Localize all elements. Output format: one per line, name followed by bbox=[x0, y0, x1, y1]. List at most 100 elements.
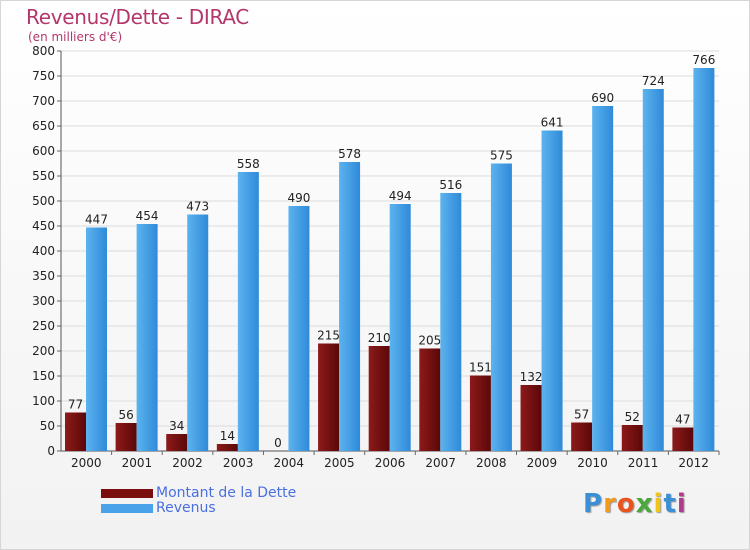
data-label: 215 bbox=[317, 329, 340, 343]
logo-letter: i bbox=[653, 489, 664, 519]
y-tick-label: 300 bbox=[32, 294, 55, 308]
data-label: 766 bbox=[692, 53, 715, 67]
legend-swatch-dette bbox=[101, 489, 153, 498]
data-label: 151 bbox=[469, 361, 492, 375]
data-label: 473 bbox=[186, 200, 209, 214]
data-label: 494 bbox=[389, 189, 412, 203]
bar-dette bbox=[520, 385, 542, 451]
bar-dette bbox=[318, 343, 340, 451]
legend-label-revenus: Revenus bbox=[156, 500, 216, 516]
y-tick-label: 650 bbox=[32, 119, 55, 133]
x-tick-label: 2003 bbox=[223, 456, 254, 470]
logo-letter: P bbox=[583, 489, 604, 519]
proxiti-logo: Proxiti bbox=[583, 489, 687, 519]
bar-revenus bbox=[288, 206, 310, 451]
y-tick-label: 450 bbox=[32, 219, 55, 233]
data-label: 57 bbox=[574, 408, 589, 422]
y-tick-label: 750 bbox=[32, 69, 55, 83]
bar-revenus bbox=[642, 89, 664, 451]
data-label: 205 bbox=[418, 334, 441, 348]
y-tick-label: 350 bbox=[32, 269, 55, 283]
x-tick-label: 2005 bbox=[324, 456, 355, 470]
chart-subtitle: (en milliers d'€) bbox=[28, 30, 123, 44]
bar-dette bbox=[216, 444, 238, 451]
data-label: 14 bbox=[220, 429, 235, 443]
x-tick-label: 2007 bbox=[425, 456, 456, 470]
data-label: 558 bbox=[237, 157, 260, 171]
data-label: 516 bbox=[439, 178, 462, 192]
y-tick-label: 250 bbox=[32, 319, 55, 333]
data-label: 47 bbox=[675, 413, 690, 427]
data-label: 132 bbox=[520, 370, 543, 384]
y-tick-label: 700 bbox=[32, 94, 55, 108]
legend-swatch-revenus bbox=[101, 504, 153, 513]
bar-revenus bbox=[440, 193, 462, 451]
data-label: 0 bbox=[274, 436, 282, 450]
data-label: 210 bbox=[368, 331, 391, 345]
bar-dette bbox=[65, 412, 86, 451]
bar-revenus bbox=[187, 214, 209, 451]
bar-revenus bbox=[693, 68, 715, 451]
bar-dette bbox=[419, 348, 441, 451]
x-tick-label: 2001 bbox=[122, 456, 153, 470]
bar-dette bbox=[115, 423, 137, 451]
logo-letter: o bbox=[616, 489, 636, 519]
chart-title: Revenus/Dette - DIRAC bbox=[26, 5, 249, 29]
logo-letter: t bbox=[663, 489, 677, 519]
x-tick-label: 2012 bbox=[678, 456, 709, 470]
bar-revenus bbox=[389, 204, 411, 451]
data-label: 34 bbox=[169, 419, 184, 433]
y-tick-label: 600 bbox=[32, 144, 55, 158]
data-label: 56 bbox=[118, 408, 133, 422]
bar-revenus bbox=[136, 224, 158, 451]
bar-dette bbox=[672, 427, 694, 451]
data-label: 52 bbox=[625, 410, 640, 424]
y-tick-label: 400 bbox=[32, 244, 55, 258]
logo-letter: x bbox=[635, 489, 654, 519]
y-tick-label: 550 bbox=[32, 169, 55, 183]
data-label: 454 bbox=[136, 209, 159, 223]
bar-revenus bbox=[86, 227, 107, 451]
data-label: 490 bbox=[288, 191, 311, 205]
data-label: 690 bbox=[591, 91, 614, 105]
bar-dette bbox=[469, 375, 491, 451]
y-tick-label: 200 bbox=[32, 344, 55, 358]
logo-letter: r bbox=[603, 489, 617, 519]
y-tick-label: 150 bbox=[32, 369, 55, 383]
y-tick-label: 0 bbox=[47, 444, 55, 458]
data-label: 578 bbox=[338, 147, 361, 161]
y-tick-label: 800 bbox=[32, 44, 55, 58]
data-label: 575 bbox=[490, 149, 513, 163]
bar-revenus bbox=[592, 106, 614, 451]
data-label: 724 bbox=[642, 74, 665, 88]
x-tick-label: 2009 bbox=[527, 456, 558, 470]
data-label: 641 bbox=[541, 116, 564, 130]
legend-item-revenus: Revenus bbox=[101, 501, 296, 516]
y-tick-label: 500 bbox=[32, 194, 55, 208]
bar-dette bbox=[571, 422, 593, 451]
x-tick-label: 2000 bbox=[71, 456, 102, 470]
x-tick-label: 2010 bbox=[577, 456, 608, 470]
data-label: 447 bbox=[85, 213, 108, 227]
x-tick-label: 2006 bbox=[375, 456, 406, 470]
bar-dette bbox=[368, 346, 390, 451]
bar-revenus bbox=[541, 130, 563, 451]
legend-label-dette: Montant de la Dette bbox=[156, 485, 297, 501]
x-tick-label: 2004 bbox=[273, 456, 304, 470]
x-tick-label: 2002 bbox=[172, 456, 203, 470]
data-label: 77 bbox=[68, 398, 83, 412]
logo-letter: i bbox=[676, 489, 687, 519]
chart-legend: Montant de la Dette Revenus bbox=[101, 486, 296, 516]
y-tick-label: 50 bbox=[40, 419, 55, 433]
bar-revenus bbox=[339, 162, 361, 451]
bar-revenus bbox=[237, 172, 259, 451]
x-tick-label: 2008 bbox=[476, 456, 507, 470]
y-tick-label: 100 bbox=[32, 394, 55, 408]
x-tick-label: 2011 bbox=[628, 456, 659, 470]
bar-dette bbox=[621, 425, 643, 451]
legend-item-dette: Montant de la Dette bbox=[101, 486, 296, 501]
bar-dette bbox=[166, 434, 188, 451]
bar-revenus bbox=[490, 163, 512, 451]
